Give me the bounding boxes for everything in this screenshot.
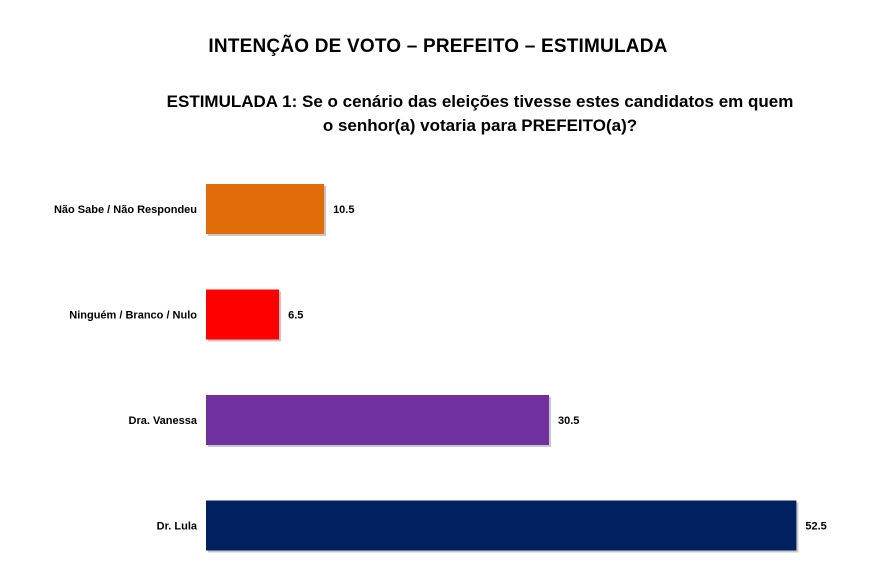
bar-1 [206,184,325,234]
data-label: 10.5 [333,204,354,216]
category-label: Dr. Lula [157,521,198,533]
subtitle-line-1: ESTIMULADA 1: Se o cenário das eleições … [166,92,794,111]
data-label: 6.5 [288,310,303,322]
bar-2 [206,289,280,340]
data-label: 30.5 [558,415,579,427]
bar-4 [206,500,797,551]
chart-subtitle: ESTIMULADA 1: Se o cenário das eleições … [100,90,860,138]
data-label: 52.5 [805,521,826,533]
chart-title: INTENÇÃO DE VOTO – PREFEITO – ESTIMULADA [208,36,668,57]
subtitle-line-2: o senhor(a) votaria para PREFEITO(a)? [322,116,638,135]
category-label: Não Sabe / Não Respondeu [54,204,197,216]
category-label: Dra. Vanessa [129,415,198,427]
category-label: Ninguém / Branco / Nulo [69,310,197,322]
bar-3 [206,395,549,445]
